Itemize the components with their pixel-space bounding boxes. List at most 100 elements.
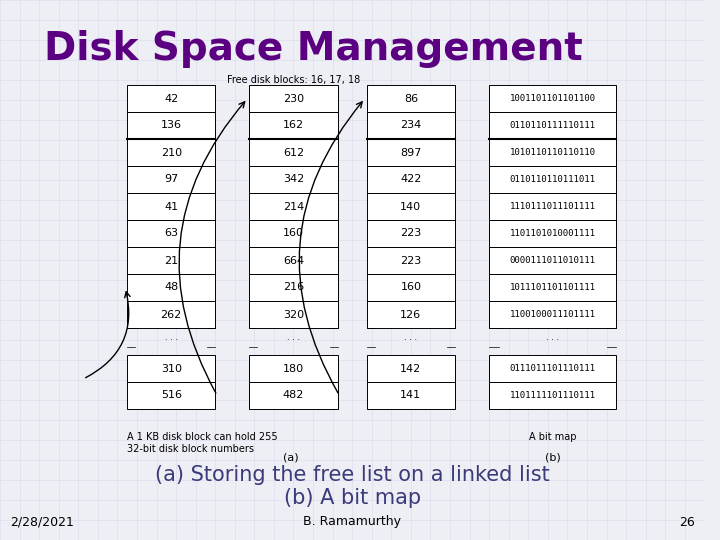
Text: 97: 97: [164, 174, 179, 185]
Text: 1101111101110111: 1101111101110111: [510, 391, 595, 400]
Text: 262: 262: [161, 309, 182, 320]
Bar: [127, 301, 215, 328]
Bar: [489, 301, 616, 328]
Text: 26: 26: [679, 516, 695, 529]
Bar: [367, 112, 455, 139]
Bar: [249, 301, 338, 328]
Text: 216: 216: [283, 282, 304, 293]
Text: 160: 160: [400, 282, 421, 293]
FancyArrowPatch shape: [86, 292, 130, 377]
Bar: [249, 85, 338, 112]
Text: 48: 48: [164, 282, 179, 293]
Text: A bit map: A bit map: [529, 432, 577, 442]
Text: 0111011101110111: 0111011101110111: [510, 364, 595, 373]
Bar: [127, 220, 215, 247]
Bar: [489, 85, 616, 112]
Text: (b): (b): [545, 452, 561, 462]
Bar: [367, 301, 455, 328]
Bar: [489, 382, 616, 409]
Bar: [249, 382, 338, 409]
Text: 86: 86: [404, 93, 418, 104]
Text: 223: 223: [400, 255, 421, 266]
Text: (a) Storing the free list on a linked list: (a) Storing the free list on a linked li…: [155, 465, 549, 485]
Text: . . .: . . .: [546, 333, 559, 342]
Bar: [367, 247, 455, 274]
Text: 516: 516: [161, 390, 181, 401]
Bar: [367, 85, 455, 112]
Bar: [127, 355, 215, 382]
Text: 136: 136: [161, 120, 181, 131]
Bar: [249, 193, 338, 220]
Bar: [367, 193, 455, 220]
Text: 230: 230: [283, 93, 304, 104]
Text: 482: 482: [283, 390, 304, 401]
Text: 897: 897: [400, 147, 422, 158]
Text: A 1 KB disk block can hold 255
32-bit disk block numbers: A 1 KB disk block can hold 255 32-bit di…: [127, 432, 278, 454]
Text: 141: 141: [400, 390, 421, 401]
Bar: [127, 193, 215, 220]
Text: 0000111011010111: 0000111011010111: [510, 256, 595, 265]
Text: 210: 210: [161, 147, 181, 158]
Bar: [249, 112, 338, 139]
FancyArrowPatch shape: [300, 102, 362, 393]
Bar: [489, 355, 616, 382]
Bar: [367, 355, 455, 382]
Text: 223: 223: [400, 228, 421, 239]
Text: 2/28/2021: 2/28/2021: [10, 516, 73, 529]
Bar: [489, 166, 616, 193]
Bar: [127, 274, 215, 301]
Bar: [367, 274, 455, 301]
Text: . . .: . . .: [405, 333, 418, 342]
Text: 180: 180: [283, 363, 304, 374]
Text: Free disk blocks: 16, 17, 18: Free disk blocks: 16, 17, 18: [227, 75, 360, 85]
Bar: [127, 382, 215, 409]
Text: 612: 612: [283, 147, 304, 158]
Text: 1010110110110110: 1010110110110110: [510, 148, 595, 157]
Bar: [489, 193, 616, 220]
Text: (a): (a): [283, 452, 299, 462]
Bar: [249, 220, 338, 247]
Bar: [249, 139, 338, 166]
Text: 664: 664: [283, 255, 304, 266]
Text: 160: 160: [283, 228, 304, 239]
Bar: [489, 139, 616, 166]
Text: 422: 422: [400, 174, 422, 185]
Text: 41: 41: [164, 201, 179, 212]
Bar: [127, 112, 215, 139]
Bar: [489, 112, 616, 139]
Bar: [367, 220, 455, 247]
Text: 63: 63: [164, 228, 179, 239]
Text: B. Ramamurthy: B. Ramamurthy: [303, 516, 401, 529]
Bar: [489, 220, 616, 247]
Text: 214: 214: [283, 201, 304, 212]
Text: Disk Space Management: Disk Space Management: [44, 30, 582, 68]
Bar: [249, 355, 338, 382]
Text: 1011101101101111: 1011101101101111: [510, 283, 595, 292]
Bar: [127, 85, 215, 112]
Bar: [489, 274, 616, 301]
Text: 310: 310: [161, 363, 181, 374]
Text: 342: 342: [283, 174, 304, 185]
FancyArrowPatch shape: [179, 102, 245, 393]
Text: 1001101101101100: 1001101101101100: [510, 94, 595, 103]
Bar: [367, 166, 455, 193]
Text: 1101101010001111: 1101101010001111: [510, 229, 595, 238]
Bar: [127, 247, 215, 274]
Text: 162: 162: [283, 120, 304, 131]
Text: 126: 126: [400, 309, 421, 320]
Text: 320: 320: [283, 309, 304, 320]
Text: 1110111011101111: 1110111011101111: [510, 202, 595, 211]
Bar: [489, 247, 616, 274]
Bar: [367, 382, 455, 409]
Text: 42: 42: [164, 93, 179, 104]
Bar: [367, 139, 455, 166]
Bar: [249, 247, 338, 274]
Bar: [127, 139, 215, 166]
Text: 234: 234: [400, 120, 421, 131]
Text: . . .: . . .: [287, 333, 300, 342]
Bar: [127, 166, 215, 193]
Text: 0110110111110111: 0110110111110111: [510, 121, 595, 130]
Text: 0110110110111011: 0110110110111011: [510, 175, 595, 184]
Text: 142: 142: [400, 363, 421, 374]
Text: 21: 21: [164, 255, 179, 266]
